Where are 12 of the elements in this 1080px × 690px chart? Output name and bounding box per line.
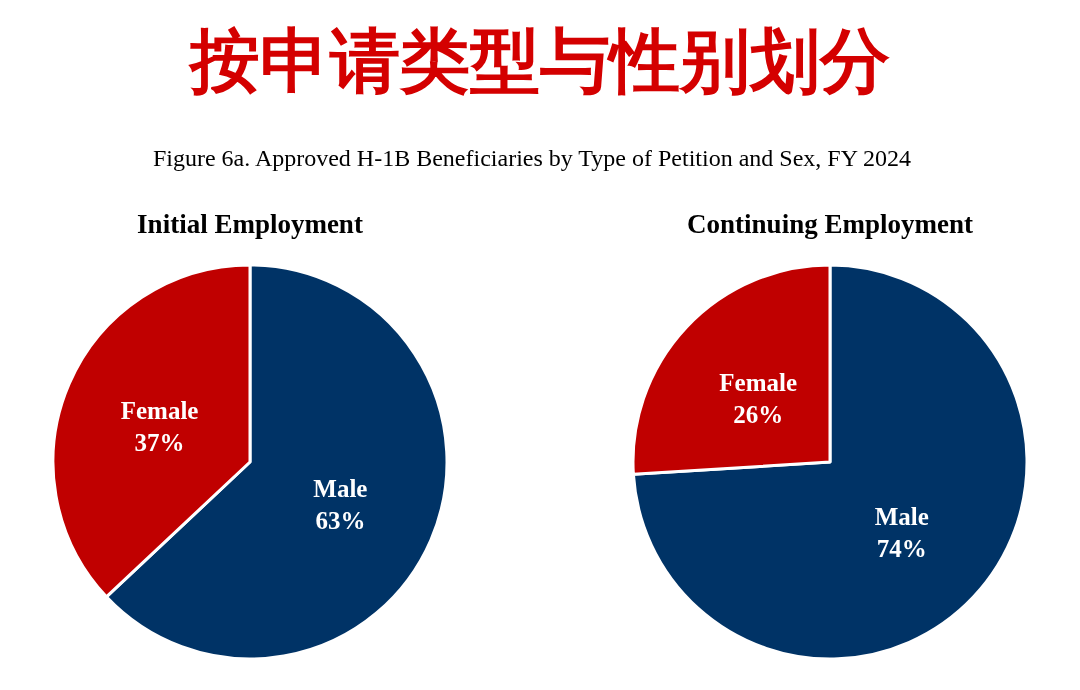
data-label: 63% [315,507,366,535]
data-label: 37% [134,428,185,456]
text: 按申请类型与性别划分 [188,20,890,102]
slice-label: Female [120,396,199,424]
chart-title: Initial Employment [137,209,363,239]
text: Figure 6a. Approved H-1B Beneficiaries by Type of Petition and Sex, FY 2024 [152,145,912,171]
slice-label: Male [874,503,929,531]
slice-label: Female [719,368,798,396]
chart-title: Continuing Employment [687,209,973,239]
data-label: 26% [733,400,784,428]
data-label: 74% [876,535,927,563]
slice-label: Male [313,475,368,503]
